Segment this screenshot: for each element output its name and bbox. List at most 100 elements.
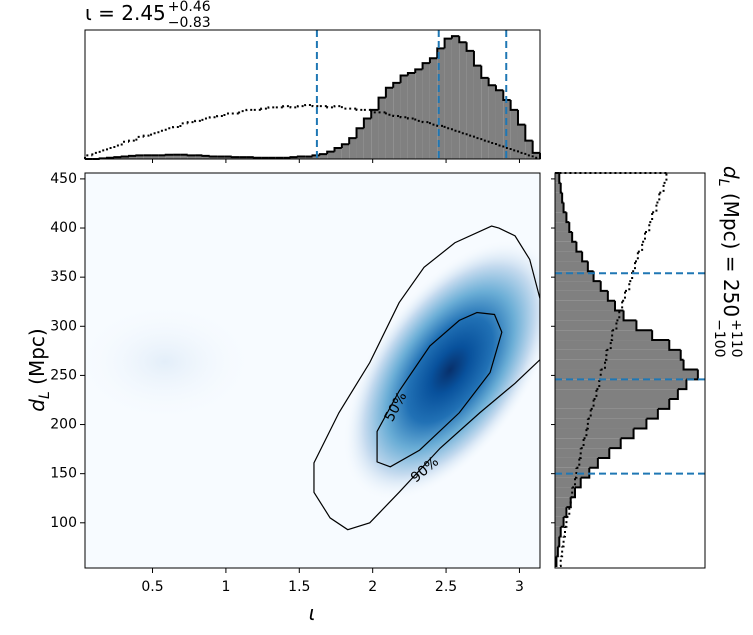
hist-step xyxy=(677,379,688,391)
hist-step xyxy=(450,35,460,39)
hist-step-dotted xyxy=(450,128,460,132)
hist-bar xyxy=(532,152,540,159)
hist-step xyxy=(524,124,533,142)
hist-step xyxy=(421,62,430,70)
hist-step xyxy=(557,536,561,548)
hist-step-dotted xyxy=(576,457,581,469)
x-label: ι xyxy=(309,601,316,625)
hist-step-dotted xyxy=(649,212,654,224)
hist-bar xyxy=(334,147,342,159)
hist-bar xyxy=(555,369,698,380)
y-label-symbol: d xyxy=(25,399,49,412)
hist-bar xyxy=(555,349,681,360)
hist-bar xyxy=(209,156,218,159)
hist-bar xyxy=(158,155,166,159)
hist-bar xyxy=(495,90,504,159)
hist-step xyxy=(296,155,306,158)
hist-step xyxy=(622,310,637,322)
hist-bar xyxy=(555,379,687,390)
hist-step-dotted xyxy=(296,105,306,108)
right-label-symbol: d xyxy=(719,166,743,179)
hist-step-dotted xyxy=(172,126,181,129)
y-label-unit: (Mpc) xyxy=(25,328,49,391)
y-label-subscript: L xyxy=(37,391,53,399)
hist-step-dotted xyxy=(128,139,137,142)
hist-bar xyxy=(555,202,564,213)
hist-step-dotted xyxy=(610,330,614,342)
hist-bar xyxy=(555,173,560,183)
hist-step xyxy=(560,516,565,528)
hist-step-dotted xyxy=(238,110,247,114)
hist-step xyxy=(362,117,372,129)
hist-bar xyxy=(555,507,567,517)
hist-step-dotted xyxy=(663,173,668,184)
hist-step-dotted xyxy=(311,104,320,108)
hist-step xyxy=(620,428,635,440)
y-tick-label: 250 xyxy=(50,367,77,383)
hist-step xyxy=(392,81,401,88)
hist-bar xyxy=(555,477,581,488)
hist-bar xyxy=(437,48,445,159)
hist-bar xyxy=(555,340,670,350)
hist-bar xyxy=(555,261,588,272)
hist-bar xyxy=(429,58,438,159)
hist-bar xyxy=(510,109,518,159)
hist-bar xyxy=(202,155,210,159)
hist-step-dotted xyxy=(606,340,612,351)
hist-step-dotted xyxy=(157,129,166,134)
hist-bar xyxy=(195,155,203,159)
hist-step xyxy=(487,77,496,87)
hist-bar xyxy=(393,82,401,159)
right-label-subscript: L xyxy=(715,179,731,187)
x-tick-label: 1 xyxy=(221,579,230,595)
hist-step-dotted xyxy=(333,105,342,108)
layer: 90%50%0.5 1 1.5 2 2.5 31001502002503003504004… xyxy=(50,29,706,595)
hist-bar xyxy=(555,536,560,547)
hist-step-dotted xyxy=(355,108,364,111)
y-tick-label: 450 xyxy=(50,171,77,187)
hist-step xyxy=(377,96,386,110)
hist-bar xyxy=(488,85,496,159)
hist-bar xyxy=(129,155,137,159)
hist-bar xyxy=(555,192,563,203)
hist-step-dotted xyxy=(579,448,582,459)
hist-step xyxy=(592,271,601,283)
hist-step-dotted xyxy=(414,118,423,122)
hist-step xyxy=(428,57,438,64)
contour-line xyxy=(376,311,503,468)
hist-step xyxy=(565,212,570,224)
x-tick-label: 0.5 xyxy=(141,579,163,595)
hist-step-dotted xyxy=(113,144,122,148)
density xyxy=(85,173,540,568)
hist-step xyxy=(635,320,653,332)
hist-bar xyxy=(555,241,577,252)
hist-step-dotted xyxy=(569,497,572,509)
title-plus: +0.46 xyxy=(168,0,211,15)
hist-step-dotted xyxy=(619,300,624,312)
hist-bar xyxy=(555,251,583,262)
hist-step-dotted xyxy=(179,122,188,128)
hist-step xyxy=(586,261,594,273)
hist-bar xyxy=(555,281,601,291)
hist-step-dotted xyxy=(164,127,174,131)
hist-bar xyxy=(444,38,452,159)
hist-bar xyxy=(165,154,174,159)
hist-step-dotted xyxy=(443,125,452,130)
hist-step xyxy=(326,150,335,155)
hist-bar xyxy=(400,75,408,159)
hist-bar xyxy=(481,77,489,159)
y-tick-label: 150 xyxy=(50,466,77,482)
hist-bar xyxy=(555,438,621,449)
hist-step xyxy=(333,146,342,152)
hist-bar xyxy=(555,418,647,429)
hist-bar xyxy=(349,138,357,159)
hist-step xyxy=(399,74,408,83)
y-tick-label: 100 xyxy=(50,515,77,531)
hist-step xyxy=(597,448,611,459)
frame xyxy=(84,172,541,569)
hist-bar xyxy=(555,222,570,232)
hist-step-dotted xyxy=(421,120,430,124)
hist-step-dotted xyxy=(656,192,661,204)
hist-step xyxy=(599,281,608,292)
hist-step-dotted xyxy=(570,487,574,499)
